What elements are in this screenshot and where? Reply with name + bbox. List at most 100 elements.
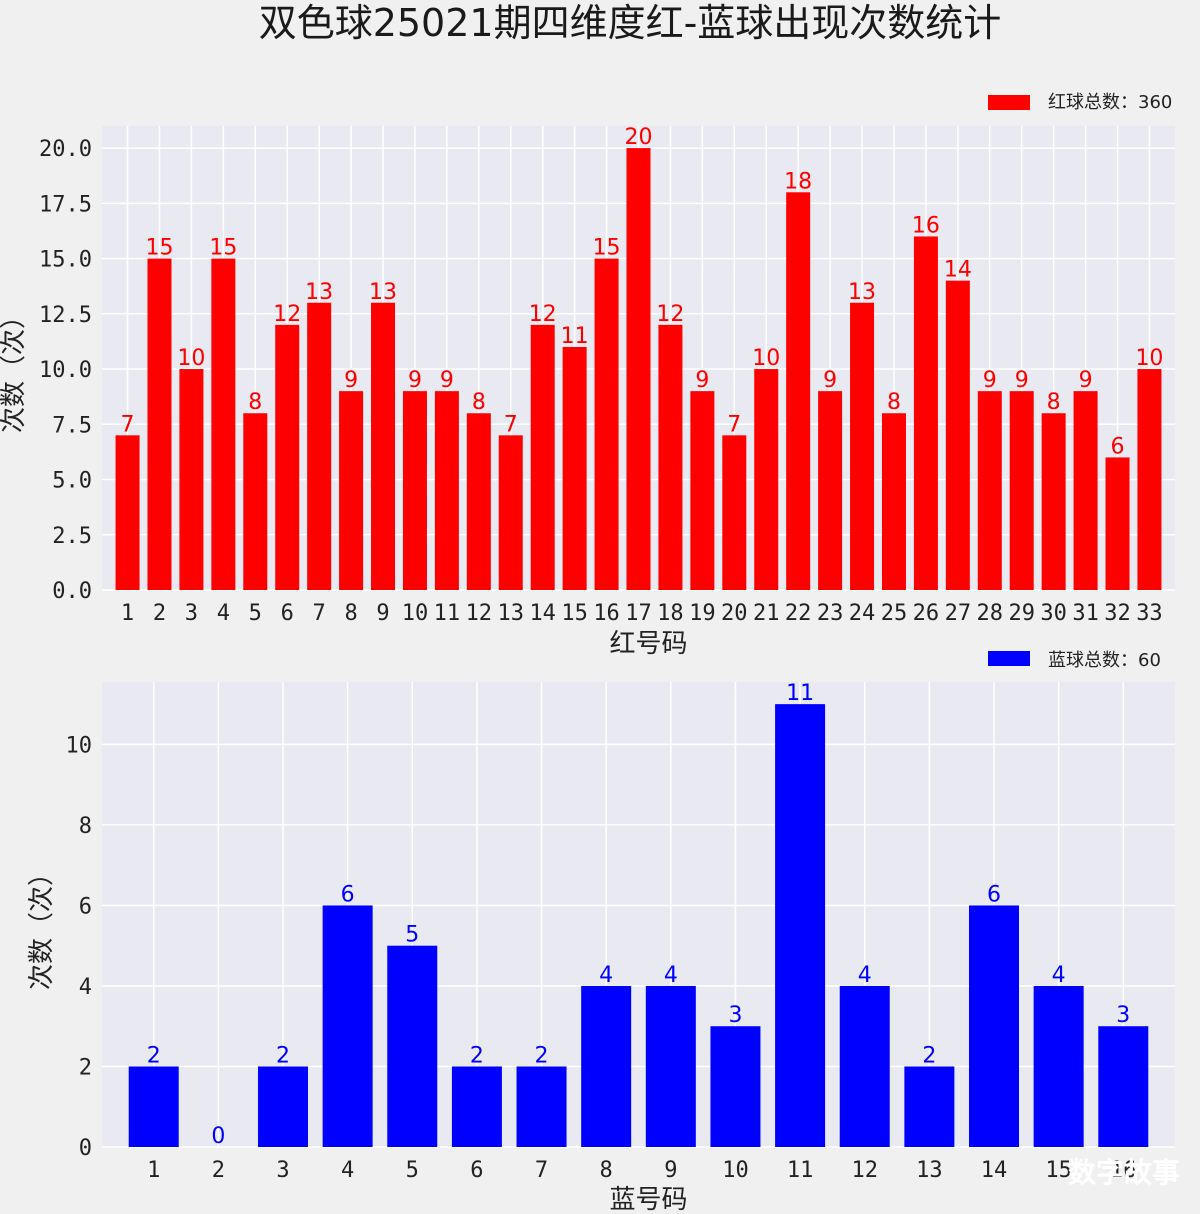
blue-x-tick-label-15: 15	[1045, 1158, 1072, 1183]
red-bar-12	[466, 413, 491, 590]
red-value-label-5: 8	[248, 390, 262, 415]
red-value-label-26: 16	[912, 213, 940, 238]
red-x-tick-label-21: 21	[753, 601, 780, 626]
blue-bar-6	[451, 1066, 502, 1147]
red-value-label-9: 13	[369, 280, 397, 305]
blue-x-tick-label-13: 13	[916, 1158, 943, 1183]
blue-x-tick-label-7: 7	[535, 1158, 548, 1183]
red-bar-17	[626, 148, 651, 590]
red-bar-31	[1073, 391, 1098, 590]
red-y-tick-label: 5.0	[52, 469, 92, 494]
blue-x-tick-label-11: 11	[787, 1158, 814, 1183]
red-value-label-29: 9	[1015, 368, 1029, 393]
red-value-label-18: 12	[656, 302, 684, 327]
blue-value-label-13: 2	[922, 1043, 936, 1068]
red-value-label-6: 12	[273, 302, 301, 327]
blue-x-tick-label-9: 9	[664, 1158, 677, 1183]
red-value-label-12: 8	[472, 390, 486, 415]
red-x-tick-label-33: 33	[1136, 601, 1163, 626]
red-x-tick-label-5: 5	[249, 601, 262, 626]
red-x-tick-label-6: 6	[281, 601, 294, 626]
red-y-tick-label: 0.0	[52, 579, 92, 604]
red-x-tick-label-14: 14	[529, 601, 556, 626]
red-bar-8	[339, 391, 364, 590]
blue-value-label-4: 6	[341, 882, 355, 907]
red-x-tick-label-3: 3	[185, 601, 198, 626]
red-x-tick-label-10: 10	[402, 601, 429, 626]
blue-y-tick-label: 6	[79, 894, 92, 919]
red-value-label-21: 10	[752, 346, 780, 371]
blue-value-label-15: 4	[1052, 963, 1066, 988]
red-bar-16	[594, 258, 619, 590]
blue-value-label-16: 3	[1116, 1003, 1130, 1028]
blue-value-label-2: 0	[211, 1124, 225, 1149]
blue-bar-10	[710, 1026, 761, 1147]
blue-legend: 蓝球总数：60	[988, 650, 1161, 671]
watermark: 数字故事	[1068, 1156, 1180, 1189]
blue-value-label-14: 6	[987, 882, 1001, 907]
blue-x-axis-label: 蓝号码	[609, 1185, 687, 1214]
red-bar-11	[434, 391, 459, 590]
blue-bar-9	[645, 985, 696, 1147]
red-bar-20	[722, 435, 747, 590]
red-bar-7	[307, 302, 332, 590]
red-bar-33	[1137, 369, 1162, 590]
red-value-label-4: 15	[209, 236, 237, 261]
blue-y-axis-label: 次数（次）	[27, 860, 57, 990]
blue-ball-chart: 0246810210223645526274849310111141221361…	[27, 650, 1175, 1214]
red-bar-23	[818, 391, 843, 590]
watermark-text: 数字故事	[1068, 1156, 1180, 1189]
red-value-label-27: 14	[944, 258, 972, 283]
blue-value-label-3: 2	[276, 1043, 290, 1068]
blue-bar-11	[775, 704, 826, 1147]
red-value-label-10: 9	[408, 368, 422, 393]
red-value-label-16: 15	[593, 236, 621, 261]
red-value-label-20: 7	[727, 412, 741, 437]
red-bar-2	[147, 258, 172, 590]
blue-bar-5	[387, 945, 438, 1147]
red-value-label-3: 10	[177, 346, 205, 371]
red-x-tick-label-7: 7	[313, 601, 326, 626]
red-x-tick-label-23: 23	[817, 601, 844, 626]
red-bar-25	[881, 413, 906, 590]
blue-value-label-1: 2	[147, 1043, 161, 1068]
red-x-tick-label-1: 1	[121, 601, 134, 626]
blue-value-label-8: 4	[599, 963, 613, 988]
blue-bar-4	[322, 905, 373, 1147]
red-value-label-15: 11	[561, 324, 589, 349]
blue-x-tick-label-4: 4	[341, 1158, 354, 1183]
red-x-tick-label-11: 11	[434, 601, 461, 626]
red-bar-1	[115, 435, 140, 590]
red-x-tick-label-16: 16	[593, 601, 620, 626]
red-value-label-31: 9	[1079, 368, 1093, 393]
blue-x-tick-label-1: 1	[147, 1158, 160, 1183]
red-x-tick-label-20: 20	[721, 601, 748, 626]
red-x-tick-label-9: 9	[376, 601, 389, 626]
red-bar-29	[1009, 391, 1034, 590]
blue-bar-1	[128, 1066, 179, 1147]
blue-legend-label: 蓝球总数：60	[1048, 650, 1161, 671]
red-x-tick-label-22: 22	[785, 601, 812, 626]
red-bar-6	[275, 324, 300, 590]
red-bar-27	[945, 280, 970, 590]
red-x-tick-label-32: 32	[1104, 601, 1131, 626]
red-x-axis-label: 红号码	[609, 629, 687, 659]
red-x-tick-label-26: 26	[913, 601, 940, 626]
red-bar-21	[754, 369, 779, 590]
red-value-label-19: 9	[695, 368, 709, 393]
red-x-tick-label-25: 25	[881, 601, 908, 626]
red-value-label-13: 7	[504, 412, 518, 437]
blue-value-label-5: 5	[405, 923, 419, 948]
red-x-tick-label-30: 30	[1040, 601, 1067, 626]
blue-x-tick-label-16: 16	[1110, 1158, 1137, 1183]
blue-value-label-10: 3	[728, 1003, 742, 1028]
blue-x-tick-label-2: 2	[212, 1158, 225, 1183]
red-bar-3	[179, 369, 204, 590]
red-x-tick-label-4: 4	[217, 601, 230, 626]
red-value-label-8: 9	[344, 368, 358, 393]
red-bar-15	[562, 346, 587, 590]
red-value-label-17: 20	[625, 125, 653, 150]
red-bar-13	[498, 435, 523, 590]
red-value-label-14: 12	[529, 302, 557, 327]
